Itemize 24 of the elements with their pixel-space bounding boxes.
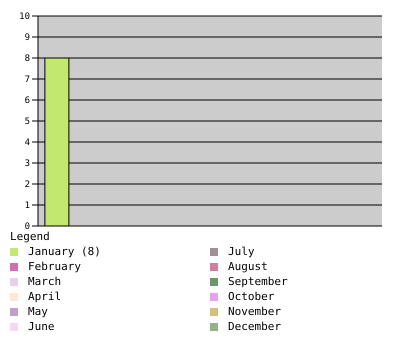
- y-tick-label: 10: [19, 12, 30, 22]
- y-tick-label: 1: [24, 201, 30, 212]
- y-tick-label: 3: [24, 159, 30, 170]
- legend-label: January (8): [28, 245, 101, 258]
- y-tick-label: 2: [24, 180, 30, 190]
- legend-title: Legend: [10, 230, 51, 244]
- legend-label: April: [28, 290, 62, 303]
- legend-label: October: [228, 290, 274, 303]
- legend-label: March: [28, 275, 62, 288]
- y-tick-label: 0: [24, 222, 30, 232]
- y-tick-label: 8: [24, 54, 30, 64]
- y-tick-label: 7: [24, 75, 30, 86]
- y-tick-label: 9: [24, 33, 30, 44]
- y-tick-label: 5: [24, 117, 30, 128]
- legend-label: June: [28, 320, 54, 333]
- legend-label: May: [28, 305, 48, 318]
- legend-label: November: [228, 305, 281, 318]
- legend-label: September: [228, 275, 288, 288]
- legend-label: December: [228, 320, 281, 333]
- legend-label: July: [228, 245, 254, 258]
- legend-label: February: [28, 260, 81, 273]
- legend-label: August: [228, 260, 268, 273]
- y-tick-label: 4: [24, 138, 30, 148]
- y-tick-label: 6: [24, 96, 30, 106]
